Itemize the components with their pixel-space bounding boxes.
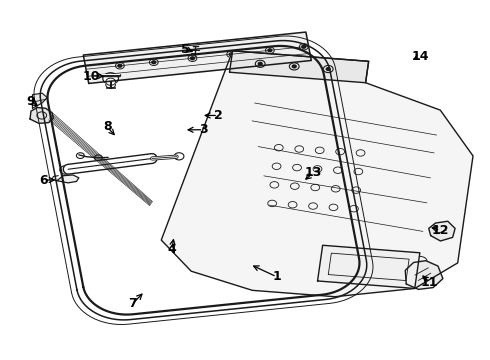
Text: 4: 4 — [167, 243, 176, 256]
Polygon shape — [57, 175, 79, 183]
Polygon shape — [32, 93, 47, 108]
Circle shape — [302, 45, 306, 48]
Polygon shape — [429, 221, 455, 241]
Polygon shape — [30, 108, 53, 123]
Circle shape — [60, 166, 72, 174]
Circle shape — [174, 153, 184, 160]
Text: 2: 2 — [214, 109, 222, 122]
Circle shape — [229, 53, 233, 56]
Text: 5: 5 — [181, 42, 190, 55]
Circle shape — [103, 73, 119, 84]
Text: 1: 1 — [272, 270, 281, 283]
Circle shape — [326, 68, 330, 71]
Text: 12: 12 — [432, 224, 449, 237]
Text: 8: 8 — [103, 121, 112, 134]
Text: 9: 9 — [26, 95, 35, 108]
Circle shape — [118, 64, 122, 67]
Text: 6: 6 — [39, 174, 48, 186]
Polygon shape — [318, 245, 420, 288]
Circle shape — [106, 78, 116, 85]
Text: 11: 11 — [421, 276, 439, 289]
Circle shape — [106, 81, 116, 88]
Text: 7: 7 — [128, 297, 137, 310]
Circle shape — [152, 61, 156, 64]
Text: 14: 14 — [411, 50, 429, 63]
Polygon shape — [161, 51, 473, 297]
Circle shape — [292, 65, 296, 68]
Polygon shape — [405, 261, 443, 289]
Polygon shape — [229, 51, 368, 83]
Circle shape — [268, 49, 272, 52]
Text: 10: 10 — [82, 69, 100, 82]
Circle shape — [191, 57, 195, 60]
Text: 13: 13 — [305, 166, 322, 179]
Text: 3: 3 — [199, 123, 208, 136]
Circle shape — [258, 62, 262, 65]
Polygon shape — [83, 32, 311, 84]
